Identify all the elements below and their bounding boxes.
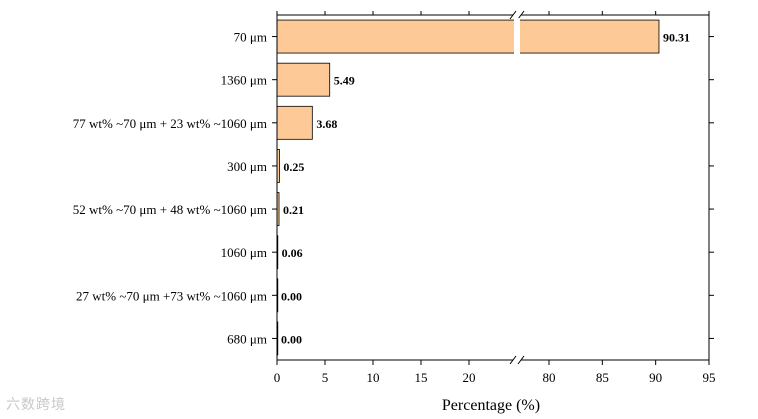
data-label-7: 0.00	[281, 332, 302, 346]
category-label-7: 680 μm	[227, 331, 267, 346]
x-tick-label-3: 15	[415, 370, 428, 385]
data-label-2: 3.68	[316, 117, 337, 131]
bar-2	[276, 105, 313, 140]
category-label-5: 1060 μm	[221, 245, 267, 260]
x-tick-label-2: 10	[367, 370, 380, 385]
bar-break-gap	[514, 18, 520, 56]
category-label-0: 70 μm	[234, 30, 267, 45]
x-tick-label-8: 95	[703, 370, 716, 385]
x-axis-title: Percentage (%)	[442, 397, 540, 414]
category-label-3: 300 μm	[227, 159, 267, 174]
axis-break-mark-0-a	[509, 10, 517, 20]
bar-0	[276, 19, 660, 54]
x-tick-label-0: 0	[274, 370, 281, 385]
data-label-5: 0.06	[282, 246, 303, 260]
category-label-2: 77 wt% ~70 μm + 23 wt% ~1060 μm	[73, 116, 267, 131]
category-label-1: 1360 μm	[221, 73, 267, 88]
axis-break-mark-1-a	[509, 355, 517, 365]
category-label-6: 27 wt% ~70 μm +73 wt% ~1060 μm	[76, 288, 267, 303]
data-label-0: 90.31	[663, 31, 690, 45]
data-label-6: 0.00	[281, 289, 302, 303]
bar-1	[276, 62, 331, 97]
x-tick-label-7: 90	[649, 370, 662, 385]
data-label-4: 0.21	[283, 203, 304, 217]
axis-break-mark-1-b	[517, 355, 525, 365]
axis-break-mark-0-b	[517, 10, 525, 20]
watermark: 六数跨境	[6, 397, 66, 413]
data-label-1: 5.49	[334, 74, 355, 88]
x-tick-label-5: 80	[543, 370, 556, 385]
x-tick-label-1: 5	[322, 370, 329, 385]
x-tick-label-4: 20	[463, 370, 476, 385]
category-label-4: 52 wt% ~70 μm + 48 wt% ~1060 μm	[73, 202, 267, 217]
data-label-3: 0.25	[283, 160, 304, 174]
x-tick-label-6: 85	[596, 370, 609, 385]
